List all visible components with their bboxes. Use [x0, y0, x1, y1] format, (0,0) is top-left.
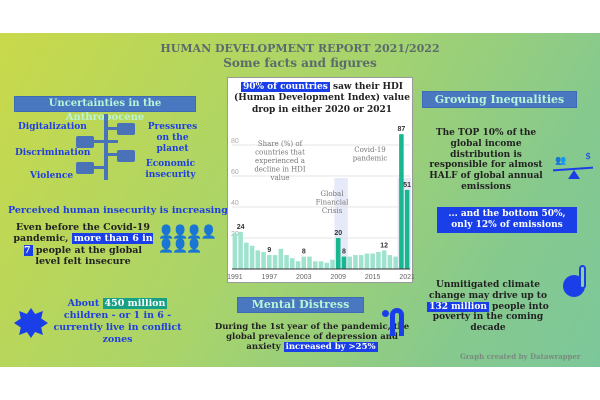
data-label: 20 [334, 230, 342, 237]
y-tick-label: 80 [231, 138, 239, 145]
bar-2011 [347, 256, 352, 269]
x-tick-label: 1991 [228, 274, 243, 281]
item-violence: Violence [30, 171, 74, 181]
bar-1997 [267, 255, 272, 269]
bar-1996 [261, 251, 266, 269]
bar-2016 [376, 251, 381, 269]
insecurity-post: people at the global level felt insecure [35, 244, 143, 268]
children-text: About 450 million children - or 1 in 6 -… [45, 298, 190, 346]
bar-2004 [307, 256, 312, 269]
branch-box [76, 136, 94, 148]
inequalities-header: Growing Inequalities [422, 91, 577, 108]
bar-2005 [312, 261, 318, 269]
bar-2020 [399, 134, 404, 269]
bar-2001 [290, 258, 295, 269]
bar-2019 [393, 256, 398, 269]
mental-pre: During the 1st year of the pandemic, the… [214, 322, 410, 353]
mental-text: During the 1st year of the pandemic, the… [212, 322, 412, 353]
climate-text: Unmitigated climate change may drive up … [418, 280, 558, 334]
x-tick-label: 1997 [262, 274, 278, 281]
item-digitalization: Digitalization [18, 122, 87, 132]
bar-2021 [404, 189, 410, 269]
bar-2000 [284, 255, 289, 269]
chart-title-text: saw their HDI (Human Development Index) … [234, 82, 410, 115]
climate-highlight: 132 million [427, 301, 489, 312]
chart-title: 90% of countries saw their HDI (Human De… [234, 82, 410, 116]
inequality-scale-icon: 👥 $ [552, 150, 595, 180]
bar-1992 [238, 231, 243, 269]
insecurity-text: Even before the Covid-19 pandemic, more … [12, 222, 154, 268]
bar-2003 [301, 256, 307, 269]
branch-box [76, 162, 94, 174]
x-tick-label: 2009 [330, 274, 346, 281]
y-tick-label: 60 [231, 169, 239, 176]
bar-2009 [335, 238, 341, 269]
insecurity-pre: Even before the Covid-19 pandemic, [13, 222, 150, 245]
data-label: 24 [237, 224, 245, 231]
data-label: 8 [342, 249, 346, 256]
data-label: 8 [302, 249, 306, 256]
item-pressures: Pressures on the planet [147, 122, 198, 154]
data-label: 9 [267, 247, 271, 254]
uncertainties-header: Uncertainties in the Anthropocene [14, 96, 196, 123]
x-tick-label: 2003 [296, 274, 312, 281]
children-post: children - or 1 in 6 - currently live in… [53, 309, 182, 345]
bar-2018 [387, 255, 393, 269]
item-economic: Economic insecurity [145, 159, 196, 180]
bar-2002 [295, 261, 301, 269]
conflict-fists-icon [14, 308, 48, 338]
tree-branch [108, 127, 118, 130]
mental-header: Mental Distress [237, 297, 364, 313]
bar-2017 [381, 250, 387, 269]
bar-1993 [244, 242, 249, 269]
annotation-financial-crisis: Global Financial Crisis [316, 190, 350, 215]
climate-post: people into poverty in the coming decade [432, 301, 549, 334]
tree-branch [94, 140, 118, 143]
bar-1999 [278, 248, 284, 269]
data-label: 51 [403, 182, 411, 189]
climate-pre: Unmitigated climate change may drive up … [429, 280, 547, 301]
mental-highlight: increased by >25% [283, 342, 378, 353]
bar-2012 [353, 255, 358, 269]
branch-box [117, 150, 135, 162]
chart-plot: 2040608024982081287511991199720032009201… [228, 126, 414, 281]
insecurity-header: Perceived human insecurity is increasing [8, 205, 228, 216]
hdi-chart: 90% of countries saw their HDI (Human De… [227, 77, 414, 283]
bar-2013 [358, 255, 364, 269]
bar-2010 [341, 256, 347, 269]
inequalities-text: The TOP 10% of the global income distrib… [429, 128, 543, 192]
bar-2014 [364, 253, 370, 269]
x-tick-label: 2015 [365, 274, 381, 281]
annotation-covid: Covid-19 pandemic [353, 146, 388, 163]
bar-1995 [255, 250, 261, 269]
page-subtitle: Some facts and figures [223, 56, 377, 70]
bar-1998 [272, 255, 278, 269]
people-icon: 👤👤👤👤 👤👤👤 [158, 225, 217, 255]
tree-branch [108, 153, 118, 156]
tree-trunk [104, 114, 108, 180]
data-label: 12 [380, 242, 388, 249]
item-discrimination: Discrimination [15, 148, 91, 158]
tree-branch [94, 166, 108, 169]
children-highlight: 450 million [102, 298, 168, 309]
globe-thermometer-icon [563, 265, 593, 299]
credit: Graph created by Datawrapper [460, 352, 581, 361]
chart-title-highlight: 90% of countries [240, 82, 330, 92]
bar-1991 [232, 233, 238, 269]
y-tick-label: 40 [231, 200, 239, 207]
data-label: 87 [397, 126, 405, 133]
children-pre: About [67, 298, 100, 309]
bottom-emissions-badge: ... and the bottom 50%, only 12% of emis… [437, 207, 577, 233]
page-title: HUMAN DEVELOPMENT REPORT 2021/2022 [160, 42, 440, 55]
distress-person-icon [382, 308, 408, 340]
branch-box [117, 123, 135, 135]
bar-2008 [330, 259, 335, 269]
bar-2007 [324, 262, 330, 269]
bar-2015 [370, 253, 375, 269]
bar-1994 [249, 245, 255, 269]
bar-2006 [318, 261, 324, 269]
x-tick-label: 2021 [399, 274, 414, 281]
